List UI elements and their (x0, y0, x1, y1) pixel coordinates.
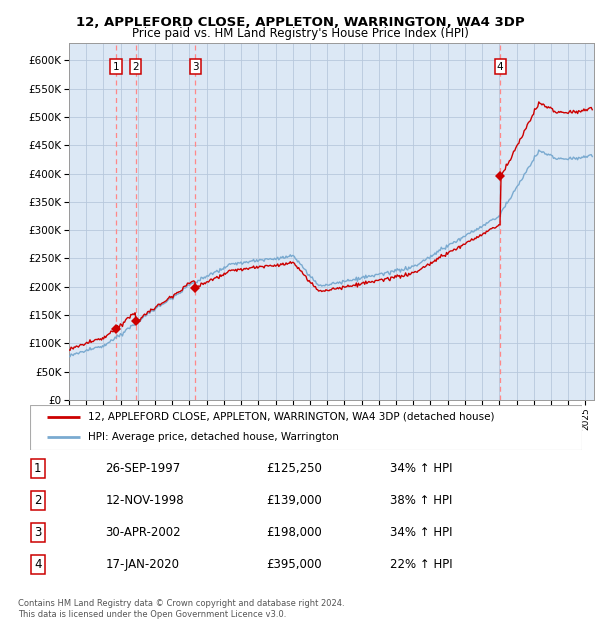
FancyBboxPatch shape (30, 405, 582, 450)
Text: 1: 1 (34, 462, 41, 475)
Text: 22% ↑ HPI: 22% ↑ HPI (390, 558, 453, 571)
Text: £139,000: £139,000 (266, 494, 322, 507)
Text: 12, APPLEFORD CLOSE, APPLETON, WARRINGTON, WA4 3DP: 12, APPLEFORD CLOSE, APPLETON, WARRINGTO… (76, 16, 524, 29)
Text: 34% ↑ HPI: 34% ↑ HPI (390, 526, 453, 539)
Text: 1: 1 (113, 61, 119, 71)
Text: £125,250: £125,250 (266, 462, 322, 475)
Text: HPI: Average price, detached house, Warrington: HPI: Average price, detached house, Warr… (88, 432, 339, 443)
Text: 12-NOV-1998: 12-NOV-1998 (106, 494, 184, 507)
Text: 12, APPLEFORD CLOSE, APPLETON, WARRINGTON, WA4 3DP (detached house): 12, APPLEFORD CLOSE, APPLETON, WARRINGTO… (88, 412, 494, 422)
Text: 4: 4 (497, 61, 503, 71)
Text: Price paid vs. HM Land Registry's House Price Index (HPI): Price paid vs. HM Land Registry's House … (131, 27, 469, 40)
Text: 2: 2 (34, 494, 41, 507)
Text: 26-SEP-1997: 26-SEP-1997 (106, 462, 181, 475)
Text: 3: 3 (34, 526, 41, 539)
Text: £198,000: £198,000 (266, 526, 322, 539)
Text: £395,000: £395,000 (266, 558, 322, 571)
Text: Contains HM Land Registry data © Crown copyright and database right 2024.
This d: Contains HM Land Registry data © Crown c… (18, 600, 344, 619)
Text: 30-APR-2002: 30-APR-2002 (106, 526, 181, 539)
Text: 3: 3 (192, 61, 199, 71)
Text: 4: 4 (34, 558, 41, 571)
Text: 34% ↑ HPI: 34% ↑ HPI (390, 462, 453, 475)
Text: 38% ↑ HPI: 38% ↑ HPI (390, 494, 452, 507)
Text: 17-JAN-2020: 17-JAN-2020 (106, 558, 179, 571)
Text: 2: 2 (133, 61, 139, 71)
